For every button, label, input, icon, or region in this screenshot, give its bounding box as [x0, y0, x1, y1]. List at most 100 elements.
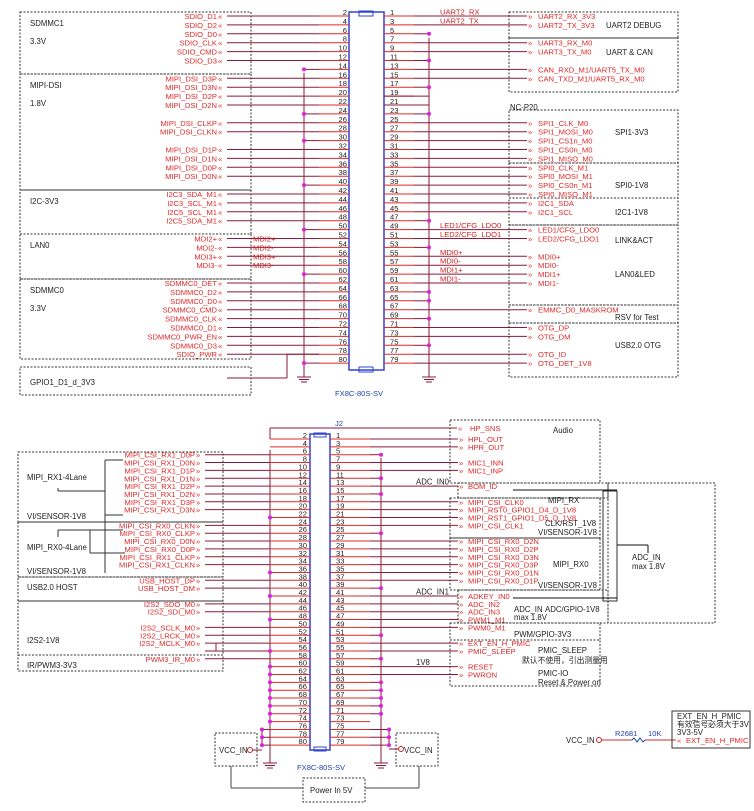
pin-number: 36 [299, 564, 307, 573]
pin-number: 15 [336, 486, 344, 495]
junction-dot [268, 688, 272, 693]
junction-dot [387, 743, 391, 748]
group-title: LAN0&LED [615, 270, 655, 279]
junction-dot [268, 664, 272, 669]
port-arrow-icon: » [459, 521, 463, 530]
group-box-left [17, 654, 224, 672]
port-arrow-icon: » [459, 600, 463, 609]
port-arrow-icon: » [459, 553, 463, 562]
pin-number: 41 [336, 588, 344, 597]
group-title: USB2.0 OTG [615, 341, 661, 350]
signal-label-mdi1-: MDI1+ [538, 270, 561, 279]
signal-label-spi0-mosi-m1: SPI0_MOSI_M1 [538, 172, 593, 181]
junction-dot [268, 648, 272, 653]
signal-label-mdi2-: MDI2- [196, 243, 217, 252]
junction-dot [268, 703, 272, 708]
junction-dot [302, 227, 306, 232]
pin-number: 8 [303, 455, 307, 464]
signal-label-i2c3-sda-m1: I2C3_SDA_M1 [166, 190, 217, 199]
port-arrow-icon: » [196, 506, 200, 515]
pin-number: 27 [336, 533, 344, 542]
block-label-adc-in-outer: ADC_IN [632, 553, 661, 562]
vcc-in-label: VCC_IN [404, 746, 433, 755]
pin-number: 45 [390, 204, 398, 213]
pin-number: 31 [336, 549, 344, 558]
pin-number: 7 [336, 455, 340, 464]
group-box-right [508, 37, 679, 93]
pin-number: 45 [336, 604, 344, 613]
port-arrow-icon: » [528, 261, 532, 270]
pin-number: 80 [299, 737, 307, 746]
pin-number: 43 [390, 195, 398, 204]
group-box-right [508, 109, 679, 164]
block-label-audio: Audio [553, 426, 574, 435]
port-arrow-icon: « [218, 350, 222, 359]
group-box-right [508, 11, 679, 39]
pin-number: 29 [390, 133, 398, 142]
pin-number: 4 [343, 17, 347, 26]
port-arrow-icon: » [528, 146, 532, 155]
pin-number: 73 [336, 714, 344, 723]
junction-dot [427, 58, 431, 63]
signal-label-mipi-csi-rx1-d2p: MIPI_CSI_RX1_D2P [125, 482, 195, 491]
ext-en-box [671, 710, 751, 749]
signal-label-sdio-d2: SDIO_D2 [185, 21, 218, 30]
group-title: SDMMC1 [30, 19, 64, 28]
port-arrow-icon: « [218, 39, 222, 48]
group-title: I2C1-1V8 [615, 208, 648, 217]
signal-label-i2c1-scl: I2C1_SCL [538, 208, 573, 217]
pin-number: 16 [299, 486, 307, 495]
block-label-mipi-rx0: MIPI_RX0 [553, 560, 589, 569]
port-arrow-icon: « [218, 315, 222, 324]
pin-number: 38 [339, 168, 347, 177]
pin-number: 33 [336, 557, 344, 566]
pin-number: 28 [299, 533, 307, 542]
signal-label-sdio-pwr: SDIO_PWR [176, 350, 217, 359]
pin-number: 59 [336, 659, 344, 668]
pin-number: 58 [299, 651, 307, 660]
signal-label-spi1-clk-m0: SPI1_CLK_M0 [538, 119, 588, 128]
junction-dot [260, 727, 264, 732]
net-label: ADC_IN1 [416, 588, 449, 597]
block-label-adc-outer-max: max 1.8V [632, 562, 666, 571]
pin-number: 3 [336, 439, 340, 448]
net-label: MDI2+ [253, 235, 276, 244]
block-label-vi2: VI/SENSOR-1V8 [538, 581, 597, 590]
net-label: MDI0- [440, 257, 461, 266]
port-arrow-icon: « [218, 74, 222, 83]
signal-label-mic1-inn: MIC1_INN [468, 459, 503, 468]
port-arrow-icon: » [528, 128, 532, 137]
pin-number: 65 [390, 293, 398, 302]
pin-number: 68 [299, 690, 307, 699]
signal-label-mipi-csi-rx1-d3p: MIPI_CSI_RX1_D3P [125, 498, 195, 507]
junction-dot [302, 183, 306, 188]
port-arrow-icon: » [528, 332, 532, 341]
signal-label-mipi-dsi-d1n: MIPI_DSI_D1N [165, 154, 217, 163]
pin-number: 21 [336, 510, 344, 519]
signal-label-hp-sns: HP_SNS [470, 424, 500, 433]
junction-dot [268, 680, 272, 685]
pin-number: 59 [390, 266, 398, 275]
signal-label-mipi-dsi-d2p: MIPI_DSI_D2P [166, 92, 218, 101]
port-arrow-icon: » [528, 324, 532, 333]
pin-number: 61 [336, 667, 344, 676]
port-arrow-icon: » [528, 359, 532, 368]
signal-label-mipi-dsi-d0n: MIPI_DSI_D0N [165, 172, 217, 181]
junction-dot [379, 656, 383, 661]
pin-number: 30 [299, 541, 307, 550]
junction-dot [427, 289, 431, 294]
pin-number: 48 [339, 213, 347, 222]
signal-label-sdmmc0-d0: SDMMC0_D0 [170, 297, 217, 306]
block-label-adc-in: ADC_IN [514, 605, 543, 614]
pin-number: 48 [299, 612, 307, 621]
pin-number: 56 [299, 643, 307, 652]
junction-dot [379, 491, 383, 496]
pin-number: 69 [336, 698, 344, 707]
pin-number: 41 [390, 186, 398, 195]
port-arrow-icon: » [196, 466, 200, 475]
group-box-right [508, 162, 679, 199]
port-arrow-icon: » [528, 208, 532, 217]
pin-number: 71 [390, 320, 398, 329]
signal-label-mipi-dsi-d2n: MIPI_DSI_D2N [165, 101, 217, 110]
net-label: LED2/CFG_LDO1 [440, 230, 501, 239]
